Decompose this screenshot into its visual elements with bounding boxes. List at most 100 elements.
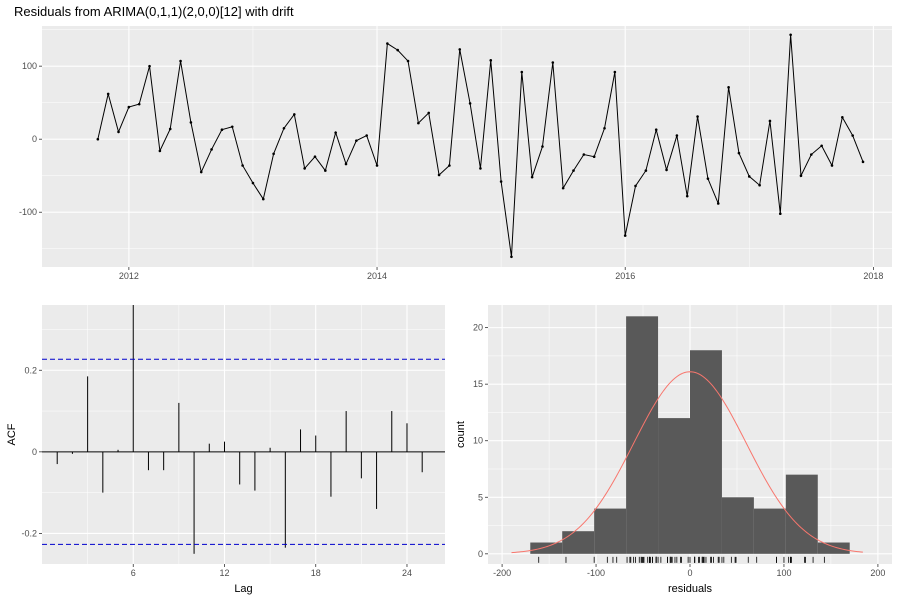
residual-point <box>541 145 544 148</box>
residual-point <box>685 194 689 198</box>
residual-point <box>861 160 865 164</box>
residual-point <box>613 70 617 74</box>
x-tick-label: 18 <box>311 568 321 578</box>
residual-point <box>551 61 555 64</box>
residual-point <box>810 153 813 156</box>
residual-point <box>458 48 462 51</box>
residual-point <box>706 177 710 180</box>
chart-title: Residuals from ARIMA(0,1,1)(2,0,0)[12] w… <box>14 4 294 19</box>
y-tick-label: -0.2 <box>21 528 37 538</box>
residual-point <box>623 234 627 237</box>
y-tick-label: 20 <box>473 323 483 333</box>
acf-x-axis-label: Lag <box>234 583 252 595</box>
x-tick-label: 2012 <box>119 271 139 281</box>
residual-point <box>830 164 834 167</box>
residual-point <box>716 202 720 205</box>
y-tick-label: 100 <box>22 61 37 71</box>
y-tick-label: -100 <box>19 207 37 217</box>
residual-point <box>851 134 854 137</box>
residual-point <box>572 169 575 172</box>
histogram-bar <box>530 542 563 554</box>
residual-point <box>437 173 441 177</box>
residual-point <box>727 86 730 89</box>
residual-point <box>654 128 658 132</box>
residual-point <box>386 42 389 45</box>
residual-point <box>758 183 761 187</box>
y-tick-label: 10 <box>473 436 483 446</box>
residual-point <box>665 168 668 172</box>
histogram-bar <box>817 542 850 554</box>
residual-point <box>561 186 565 190</box>
residual-point <box>841 115 844 119</box>
acf-y-axis-label: ACF <box>6 423 18 445</box>
histogram-panel: -200 -100 0 100 200 0 5 10 15 20 residuals count <box>455 305 892 595</box>
x-tick-label: 100 <box>776 568 791 578</box>
residual-point <box>199 170 203 174</box>
residual-point <box>96 137 100 141</box>
x-tick-label: 2018 <box>863 271 883 281</box>
residual-point <box>582 153 586 156</box>
residual-point <box>334 131 337 134</box>
residual-point <box>778 212 782 215</box>
residual-point <box>210 148 213 151</box>
x-tick-label: 0 <box>687 568 692 578</box>
y-tick-label: 15 <box>473 379 483 389</box>
histogram-bar <box>785 474 818 554</box>
residual-point <box>417 121 420 125</box>
residual-point <box>251 181 255 185</box>
residual-point <box>189 121 193 124</box>
histogram-bar <box>753 508 786 554</box>
residual-point <box>520 70 524 74</box>
residuals-time-series-panel: 2012 2014 2016 2018 -100 0 100 <box>19 26 892 281</box>
residual-point <box>603 126 606 130</box>
panel-background <box>42 305 445 564</box>
residual-point <box>344 162 348 166</box>
histogram-bar <box>690 350 722 554</box>
y-tick-label: 0 <box>478 549 483 559</box>
residual-point <box>365 134 368 137</box>
residual-point <box>168 127 172 131</box>
residual-point <box>592 155 596 159</box>
residual-point <box>820 144 823 148</box>
residual-point <box>406 59 410 63</box>
histogram-bar <box>721 497 754 554</box>
residual-point <box>396 48 400 52</box>
residual-point <box>117 130 120 134</box>
residual-point <box>179 59 182 63</box>
y-tick-label: 0.2 <box>24 365 37 375</box>
x-tick-label: 6 <box>131 568 136 578</box>
residual-point <box>737 151 741 155</box>
residual-point <box>489 59 493 62</box>
residual-point <box>106 92 110 96</box>
y-tick-label: 5 <box>478 492 483 502</box>
panel-background <box>42 26 892 267</box>
x-tick-label: 2014 <box>367 271 387 281</box>
y-tick-label: 0 <box>32 134 37 144</box>
residual-point <box>324 169 327 172</box>
residual-point <box>747 175 751 178</box>
residual-point <box>272 152 275 156</box>
residual-point <box>355 139 358 142</box>
histogram-x-axis-label: residuals <box>668 583 713 595</box>
histogram-y-axis-label: count <box>455 421 467 448</box>
residual-point <box>479 167 482 170</box>
residual-point <box>220 128 224 132</box>
histogram-bar <box>626 316 659 554</box>
residual-point <box>241 164 244 167</box>
residual-point <box>261 197 265 201</box>
x-tick-label: 2016 <box>615 271 635 281</box>
residual-point <box>510 255 513 259</box>
x-tick-label: 12 <box>219 568 229 578</box>
histogram-bar <box>562 531 595 554</box>
histogram-bar <box>594 508 627 554</box>
x-tick-label: 200 <box>870 568 885 578</box>
residual-point <box>148 64 151 68</box>
residual-point <box>789 33 792 37</box>
residual-point <box>303 167 306 170</box>
residual-point <box>230 125 234 129</box>
y-tick-label: 0 <box>32 447 37 457</box>
residual-point <box>158 149 162 153</box>
residual-point <box>634 184 637 188</box>
acf-panel: 6 12 18 24 -0.2 0 0.2 Lag ACF <box>6 305 445 595</box>
